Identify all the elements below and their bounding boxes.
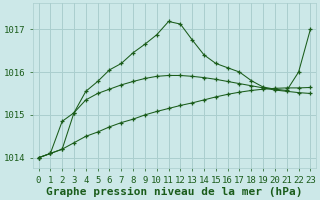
X-axis label: Graphe pression niveau de la mer (hPa): Graphe pression niveau de la mer (hPa): [46, 186, 303, 197]
